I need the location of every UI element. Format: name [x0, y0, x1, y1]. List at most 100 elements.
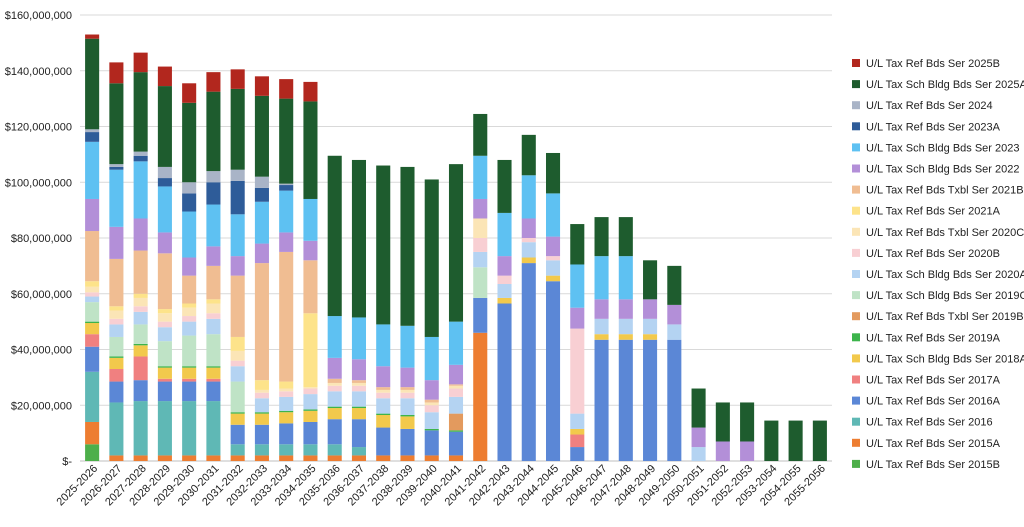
bar-segment: [206, 367, 221, 379]
bar-segment: [303, 409, 318, 411]
bar-segment: [230, 360, 245, 367]
bar-segment: [182, 211, 197, 258]
bar-segment: [85, 231, 100, 282]
bar-segment: [376, 455, 391, 461]
bar-segment: [618, 256, 633, 300]
bar-segment: [279, 190, 294, 233]
bar-segment: [85, 302, 100, 322]
bar-segment: [691, 388, 706, 428]
bar-segment: [182, 193, 197, 212]
bar-segment: [594, 256, 609, 300]
bar-segment: [473, 155, 488, 199]
legend-label: U/L Tax Ref Bds Txbl Ser 2019B: [866, 311, 1024, 323]
bar-segment: [327, 408, 342, 420]
legend-label: U/L Tax Ref Bds Txbl Ser 2021B: [866, 185, 1024, 197]
bar-segment: [206, 334, 221, 367]
legend-swatch: [852, 396, 860, 405]
bar-segment: [448, 384, 464, 386]
bar-segment: [254, 412, 269, 414]
bar-segment: [473, 238, 488, 252]
bar-segment: [400, 428, 415, 456]
bar-segment: [376, 392, 391, 399]
bar-segment: [497, 303, 512, 461]
bar-segment: [424, 430, 439, 456]
bar-segment: [109, 310, 124, 319]
bar-segment: [643, 260, 658, 300]
bar-segment: [473, 332, 488, 461]
legend-swatch: [852, 206, 860, 215]
bar-segment: [594, 217, 609, 257]
bar-segment: [182, 401, 197, 456]
bar-segment: [206, 72, 221, 92]
legend-label: U/L Tax Ref Bds Ser 2024: [866, 100, 993, 112]
bar-segment: [303, 410, 318, 422]
bar-segment: [182, 335, 197, 367]
legend-label: U/L Tax Ref Bds Ser 2015A: [866, 438, 1001, 450]
bar-segment: [279, 410, 294, 413]
legend-swatch: [852, 291, 860, 300]
bar-segment: [109, 336, 124, 357]
bar-segment: [133, 455, 148, 461]
bar-segment: [740, 441, 755, 461]
bar-segment: [327, 455, 342, 461]
bar-segment: [351, 359, 367, 381]
bar-segment: [667, 304, 682, 325]
legend-swatch: [852, 312, 860, 321]
bar-segment: [327, 357, 342, 379]
bar-segment: [109, 402, 124, 456]
bar-segment: [400, 389, 415, 393]
y-axis-ticks: $- $20,000,000 $40,000,000 $60,000,000 $80,0…: [5, 10, 73, 468]
bar-segment: [182, 381, 197, 402]
bar-segment: [448, 164, 464, 322]
bar-segment: [545, 256, 561, 261]
bar-segment: [157, 341, 172, 367]
bar-segment: [133, 401, 148, 456]
bar-segment: [157, 166, 172, 179]
bar-segment: [351, 419, 367, 448]
legend-swatch: [852, 122, 860, 131]
bar-segment: [85, 132, 100, 142]
legend-label: U/L Tax Ref Bds Ser 2020B: [866, 248, 1000, 260]
bar-segment: [85, 34, 100, 39]
legend-label: U/L Tax Ref Bds Ser 2025B: [866, 58, 1000, 70]
bar-segment: [424, 179, 439, 337]
bar-segment: [303, 101, 318, 199]
bar-segment: [85, 444, 100, 461]
bar-segment: [85, 321, 100, 324]
bar-segment: [230, 381, 245, 413]
bar-segment: [279, 388, 294, 392]
bar-segment: [206, 378, 221, 382]
bar-segment: [109, 357, 124, 370]
bar-segment: [230, 455, 245, 461]
bar-segment: [497, 275, 512, 284]
bar-segment: [594, 339, 609, 461]
bar-segment: [594, 299, 609, 319]
bar-segment: [594, 334, 609, 340]
bar-segment: [254, 455, 269, 461]
bar-segment: [206, 204, 221, 247]
y-tick-label: $80,000,000: [11, 233, 72, 245]
bar-segment: [157, 367, 172, 379]
bar-segment: [327, 406, 342, 409]
y-tick-label: $160,000,000: [5, 10, 72, 22]
legend-swatch: [852, 185, 860, 194]
bar-segment: [206, 299, 221, 304]
bar-segment: [279, 251, 294, 382]
y-tick-label: $120,000,000: [5, 122, 72, 134]
bar-segment: [448, 388, 464, 397]
bar-segment: [570, 447, 585, 461]
bar-segment: [545, 193, 561, 237]
bar-segment: [691, 427, 706, 448]
bar-segment: [230, 366, 245, 382]
legend-swatch: [852, 438, 860, 447]
bar-segment: [618, 217, 633, 257]
bar-segment: [206, 366, 221, 368]
bar-segment: [618, 299, 633, 319]
bar-segment: [303, 198, 318, 241]
legend-swatch: [852, 417, 860, 426]
bar-segment: [424, 399, 439, 403]
bar-segment: [254, 398, 269, 413]
bar-segment: [327, 382, 342, 386]
bar-segment: [157, 253, 172, 310]
